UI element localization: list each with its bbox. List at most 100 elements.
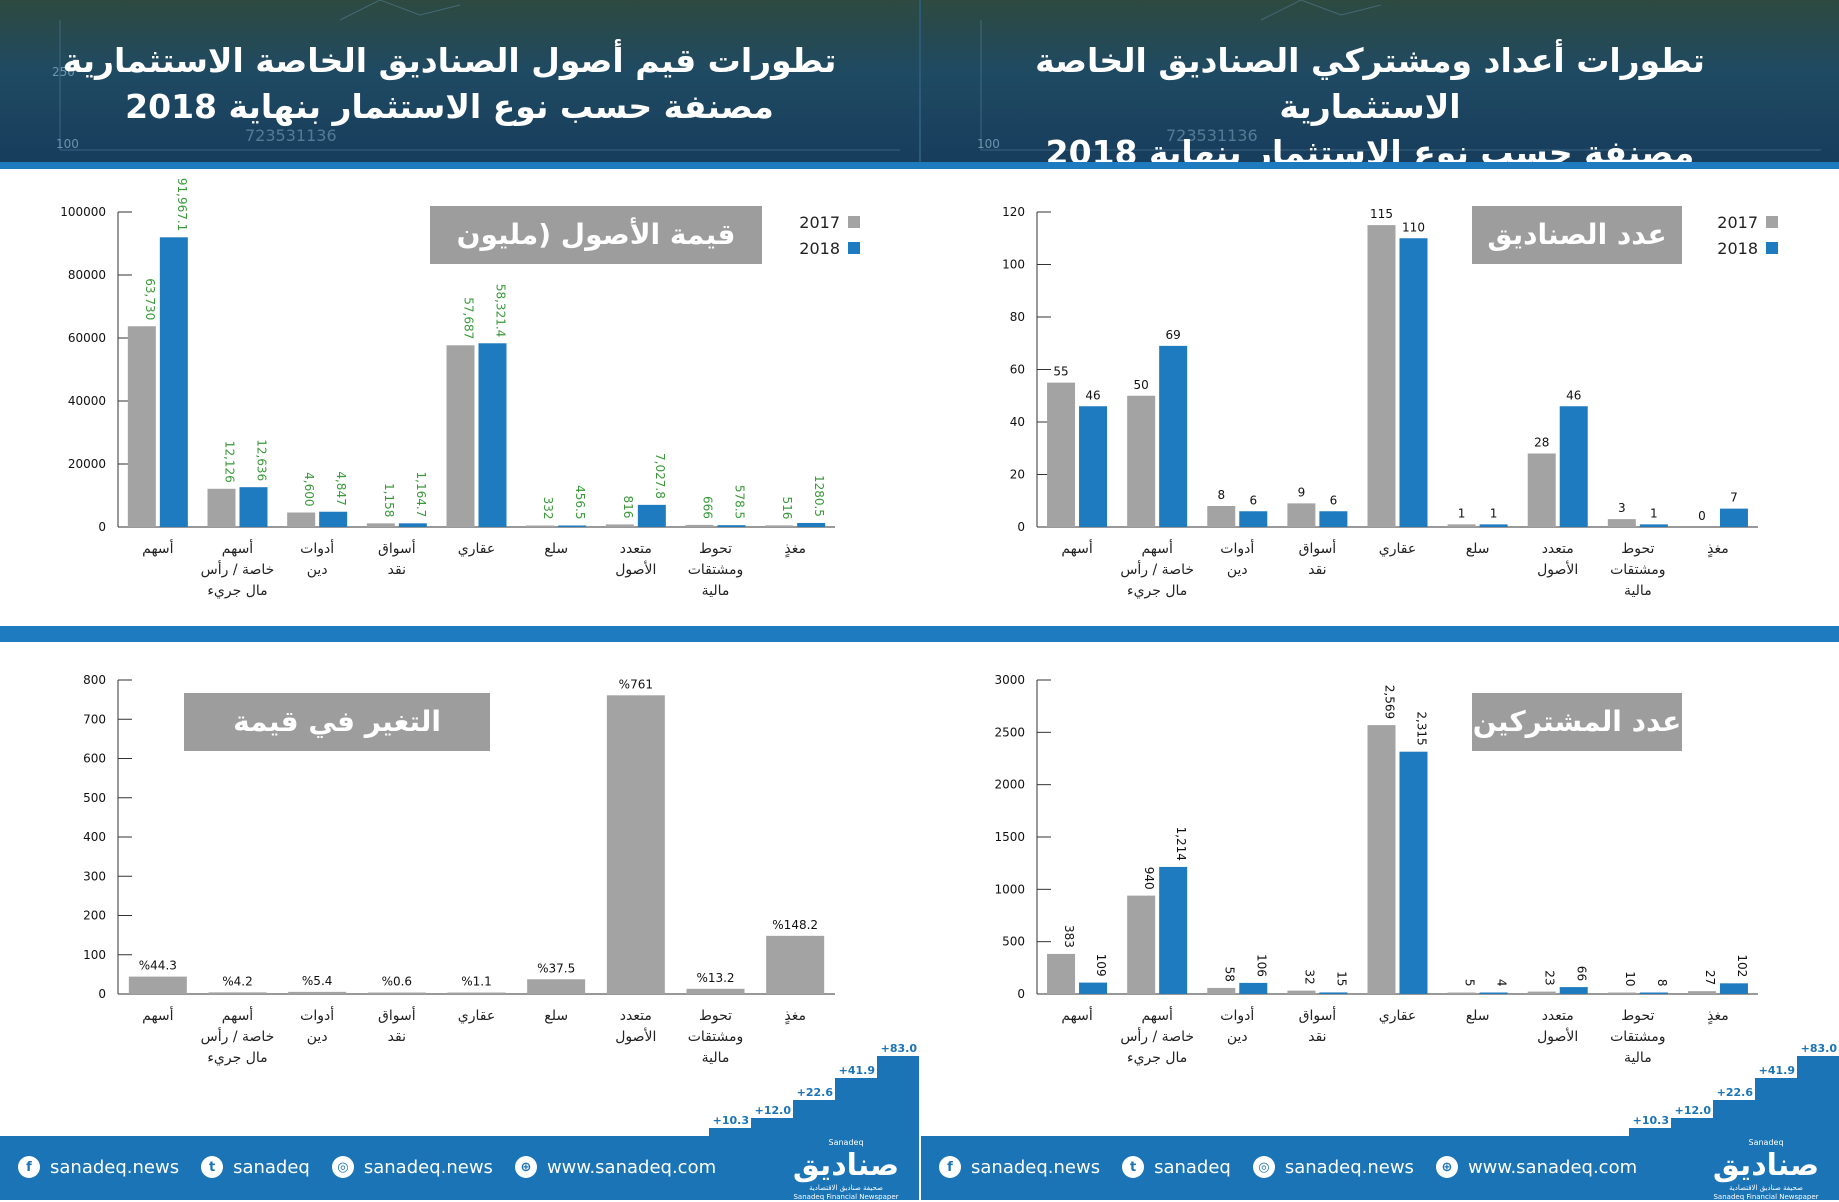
data-label: 66 bbox=[1575, 966, 1589, 981]
website-link[interactable]: ⊕ www.sanadeq.com bbox=[1435, 1156, 1637, 1178]
y-tick-label: 200 bbox=[83, 909, 106, 923]
bar-2018 bbox=[319, 511, 348, 527]
data-label: %761 bbox=[619, 677, 653, 691]
category-label: أسواق bbox=[378, 539, 416, 557]
facebook-link[interactable]: f sanadeq.news bbox=[939, 1156, 1100, 1178]
category-label: أسهم bbox=[1061, 1006, 1093, 1024]
data-label: 6 bbox=[1249, 493, 1257, 507]
data-label: 1280.5 bbox=[812, 475, 826, 517]
category-label: عقاري bbox=[1379, 541, 1416, 557]
data-label: 46 bbox=[1566, 388, 1581, 402]
logo-arabic-subtitle: صحيفة صناديق الاقتصادية bbox=[809, 1184, 883, 1192]
facebook-handle: sanadeq.news bbox=[971, 1156, 1101, 1178]
category-label: مال جريء bbox=[207, 583, 267, 599]
logo-arabic-subtitle: صحيفة صناديق الاقتصادية bbox=[1729, 1184, 1803, 1192]
bar-2018 bbox=[797, 522, 826, 527]
banner-right-line2: مصنفة حسب نوع الاستثمار بنهاية 2018 bbox=[1045, 133, 1695, 162]
bar-2017 bbox=[1447, 524, 1476, 527]
banner-right-line1: تطورات أعداد ومشتركي الصناديق الخاصة الا… bbox=[1035, 41, 1705, 126]
footer-left: f sanadeq.news t sanadeq ◎ sanadeq.news ⊕ ww… bbox=[0, 1136, 919, 1201]
growth-step bbox=[1797, 1056, 1839, 1136]
legend-item-2018: 2018 bbox=[1698, 235, 1778, 261]
bar-2018 bbox=[1479, 524, 1508, 527]
bar-2017 bbox=[1047, 382, 1076, 527]
y-tick-label: 100 bbox=[83, 948, 106, 962]
category-label: مغذٍ bbox=[1707, 1008, 1729, 1025]
data-label: 332 bbox=[541, 497, 555, 520]
category-label: أسهم bbox=[1141, 1006, 1173, 1024]
website-link[interactable]: ⊕ www.sanadeq.com bbox=[514, 1156, 717, 1178]
instagram-link[interactable]: ◎ sanadeq.news bbox=[1252, 1156, 1414, 1178]
y-tick-label: 80 bbox=[1010, 310, 1025, 324]
category-label: مال جريء bbox=[1127, 1050, 1187, 1066]
footer-right: f sanadeq.news t sanadeq ◎ sanadeq.news ⊕ ww… bbox=[921, 1136, 1839, 1201]
data-label: 1 bbox=[1490, 506, 1498, 520]
data-label: 1 bbox=[1458, 506, 1466, 520]
bar-2018 bbox=[1159, 866, 1188, 994]
data-label: 7,027.8 bbox=[653, 453, 667, 499]
instagram-handle: sanadeq.news bbox=[1284, 1156, 1414, 1178]
twitter-link[interactable]: t sanadeq bbox=[201, 1156, 310, 1178]
bar-2017 bbox=[127, 326, 156, 527]
category-label: الأصول bbox=[1537, 1027, 1578, 1045]
globe-icon: ⊕ bbox=[1435, 1156, 1458, 1178]
bar-value bbox=[447, 992, 506, 994]
y-tick-label: 60 bbox=[1010, 363, 1025, 377]
instagram-link[interactable]: ◎ sanadeq.news bbox=[331, 1156, 493, 1178]
y-tick-label: 400 bbox=[83, 830, 106, 844]
y-tick-label: 0 bbox=[1017, 987, 1025, 1001]
y-tick-label: 700 bbox=[83, 712, 106, 726]
twitter-link[interactable]: t sanadeq bbox=[1122, 1156, 1231, 1178]
bar-2017 bbox=[287, 512, 316, 527]
category-label: دين bbox=[1227, 1029, 1248, 1045]
category-label: أسهم bbox=[222, 539, 254, 557]
y-tick-label: 80000 bbox=[68, 268, 106, 282]
data-label: 6 bbox=[1330, 493, 1338, 507]
bar-2018 bbox=[478, 343, 507, 527]
twitter-icon: t bbox=[201, 1156, 224, 1178]
category-label: أسواق bbox=[1299, 539, 1337, 557]
category-label: متعدد bbox=[620, 1008, 652, 1024]
website-url: www.sanadeq.com bbox=[546, 1156, 717, 1178]
facebook-icon: f bbox=[939, 1156, 961, 1178]
bar-2017 bbox=[685, 524, 714, 527]
category-label: أدوات bbox=[1220, 539, 1254, 557]
category-label: دين bbox=[307, 1029, 328, 1045]
logo-main-text: صناديق bbox=[1712, 1148, 1820, 1183]
data-label: %13.2 bbox=[696, 971, 734, 985]
category-label: ومشتقات bbox=[688, 1029, 744, 1045]
bar-2018 bbox=[1159, 345, 1188, 527]
data-label: 102 bbox=[1735, 954, 1749, 977]
legend-swatch-2018 bbox=[1766, 242, 1778, 254]
y-tick-label: 0 bbox=[98, 520, 106, 534]
category-label: تحوط bbox=[1621, 1008, 1654, 1024]
legend-label-2018: 2018 bbox=[1717, 238, 1758, 258]
bar-2018 bbox=[1639, 992, 1668, 994]
category-label: خاصة / رأس bbox=[201, 1027, 275, 1045]
data-label: 1,158 bbox=[382, 483, 396, 517]
data-label: 69 bbox=[1166, 328, 1181, 342]
social-links: f sanadeq.news t sanadeq ◎ sanadeq.news ⊕ ww… bbox=[939, 1156, 1659, 1178]
y-tick-label: 500 bbox=[83, 791, 106, 805]
facebook-link[interactable]: f sanadeq.news bbox=[18, 1156, 179, 1178]
y-tick-label: 40 bbox=[1010, 415, 1025, 429]
bar-2018 bbox=[717, 525, 746, 527]
category-label: الأصول bbox=[615, 1027, 656, 1045]
bar-2018 bbox=[1639, 524, 1668, 527]
banner-title-right: تطورات أعداد ومشتركي الصناديق الخاصة الا… bbox=[961, 38, 1779, 162]
y-tick-label: 100000 bbox=[60, 205, 106, 219]
data-label: %4.2 bbox=[222, 974, 253, 988]
data-label: 8 bbox=[1655, 979, 1669, 987]
logo-small-text: Sanadeq bbox=[1748, 1138, 1784, 1147]
y-tick-label: 20000 bbox=[68, 457, 106, 471]
bar-2017 bbox=[1367, 725, 1396, 994]
legend-item-2017: 2017 bbox=[1698, 209, 1778, 235]
growth-step-label: +41.9 bbox=[839, 1064, 875, 1077]
bar-2018 bbox=[1719, 983, 1748, 994]
bar-2017 bbox=[1527, 453, 1556, 527]
category-label: سلع bbox=[1466, 1008, 1490, 1024]
instagram-icon: ◎ bbox=[331, 1156, 354, 1178]
data-label: 4,600 bbox=[302, 472, 316, 506]
bar-2018 bbox=[1079, 406, 1108, 527]
